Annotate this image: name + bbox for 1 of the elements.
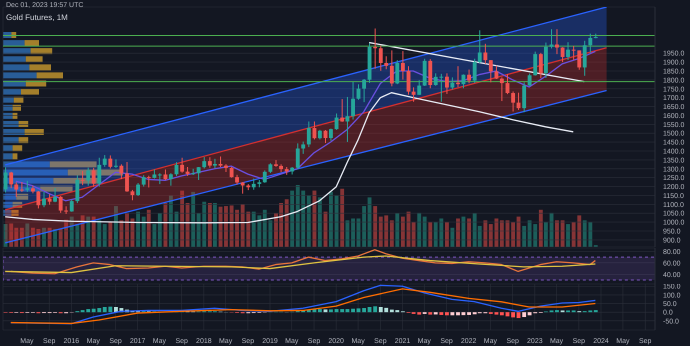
text: Gold Futures, 1M [6,13,68,22]
